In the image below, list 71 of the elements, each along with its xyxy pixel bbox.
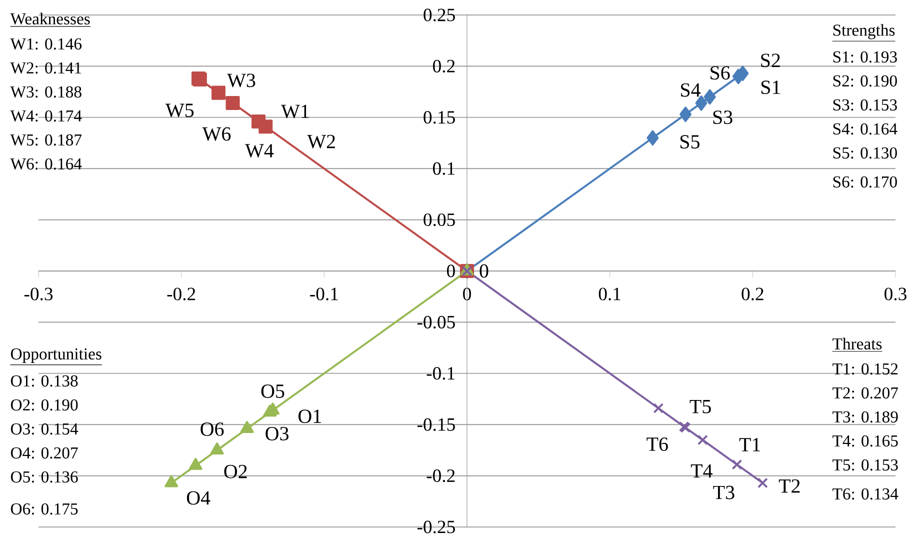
- annotation: Weaknesses: [10, 12, 90, 25]
- y-tick-label: 0.1: [433, 162, 455, 175]
- annotation: W5: [165, 104, 194, 118]
- x-tick-label: 0.1: [598, 288, 620, 300]
- y-tick-label: -0.2: [426, 469, 455, 482]
- annotation: Opportunities: [10, 348, 102, 363]
- annotation: W2: 0.141: [10, 62, 82, 74]
- annotation: T4: 0.165: [832, 435, 898, 447]
- annotation: T4: [690, 464, 712, 478]
- annotation: S3: 0.153: [833, 99, 897, 111]
- annotation: W1: [281, 104, 309, 118]
- y-tick-label: 0.25: [424, 8, 455, 22]
- annotation: O2: 0.190: [10, 399, 78, 411]
- x-tick-label: -0.1: [310, 288, 338, 300]
- annotation: S6: [710, 66, 730, 80]
- x-tick-label: -0.2: [167, 288, 196, 300]
- annotation: O6: [200, 422, 224, 436]
- annotation: S5: 0.130: [833, 147, 897, 159]
- annotation: O1: 0.138: [10, 375, 78, 387]
- annotation: W6: [202, 127, 231, 141]
- y-tick-label: 0.15: [424, 111, 455, 124]
- annotation: W4: 0.174: [10, 110, 82, 122]
- x-tick-label: 0.3: [884, 288, 906, 300]
- annotation: W3: [227, 74, 256, 88]
- annotation: W3: 0.188: [10, 86, 82, 98]
- y-tick-label: -0.15: [417, 418, 455, 431]
- annotation: O4: [186, 491, 210, 505]
- annotation: T1: [739, 438, 760, 452]
- annotation: W1: 0.146: [10, 38, 82, 50]
- annotation: T1: 0.152: [832, 363, 898, 375]
- x-tick-label: -0.3: [24, 288, 53, 300]
- annotation: O5: 0.136: [10, 471, 78, 483]
- annotation: T2: [778, 479, 800, 493]
- annotation: T5: 0.153: [832, 459, 898, 471]
- annotation: S5: [680, 135, 700, 149]
- annotation: S1: [761, 80, 780, 94]
- annotation: T5: [690, 400, 711, 414]
- annotation: O3: [266, 426, 288, 440]
- annotation: O5: [261, 384, 284, 398]
- annotation: 0: [480, 264, 488, 278]
- annotation: T6: 0.134: [832, 488, 898, 500]
- y-tick-label: 0.05: [424, 213, 455, 226]
- annotation: Strengths: [833, 24, 895, 40]
- annotation: O3: 0.154: [10, 423, 78, 435]
- annotation: T6: [646, 437, 668, 451]
- annotation: S6: 0.170: [833, 176, 897, 188]
- annotation: T2: 0.207: [832, 387, 898, 399]
- x-tick-label: 0.2: [742, 288, 764, 300]
- annotation: O2: [224, 464, 247, 478]
- annotation: S2: [761, 54, 780, 68]
- annotation: O1: [298, 410, 321, 424]
- y-tick-label: -0.05: [417, 316, 455, 329]
- y-tick-label: -0.25: [417, 520, 455, 534]
- y-tick-label: 0: [447, 264, 455, 278]
- annotation: O4: 0.207: [10, 447, 78, 459]
- annotation: W4: [245, 144, 274, 158]
- annotation: S4: [681, 83, 700, 97]
- x-tick-label: 0: [463, 288, 471, 300]
- annotation: S3: [713, 110, 732, 124]
- annotation: S1: 0.193: [833, 51, 897, 63]
- annotation: T3: 0.189: [832, 411, 898, 423]
- annotation: W2: [307, 134, 335, 148]
- annotation: W6: 0.164: [10, 158, 82, 170]
- annotation: O6: 0.175: [10, 503, 78, 515]
- annotation: T3: [713, 486, 734, 500]
- annotation: Threats: [832, 338, 882, 350]
- annotation: S2: 0.190: [833, 75, 897, 87]
- y-tick-label: -0.1: [426, 367, 455, 380]
- annotation: W5: 0.187: [10, 134, 82, 146]
- y-tick-label: 0.2: [433, 60, 455, 73]
- annotation: S4: 0.164: [833, 123, 898, 135]
